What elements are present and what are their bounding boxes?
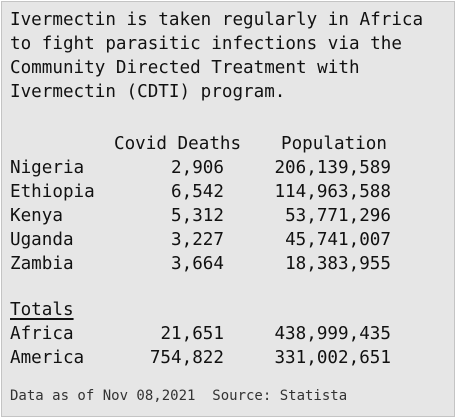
country-name: Ethiopia: [10, 182, 95, 202]
country-name: Uganda: [10, 230, 74, 250]
intro-line: Community Directed Treatment with: [10, 58, 360, 78]
region-name: America: [10, 348, 85, 368]
totals-row: Africa 21,651 438,999,435: [2, 322, 454, 346]
covid-deaths-value: 3,227: [171, 230, 224, 250]
table-row: Kenya 5,312 53,771,296: [2, 204, 454, 228]
covid-deaths-value: 3,664: [171, 254, 224, 274]
totals-row: America 754,822 331,002,651: [2, 346, 454, 370]
country-name: Kenya: [10, 206, 63, 226]
totals-header-row: Totals: [2, 298, 454, 322]
intro-line: to fight parasitic infections via the: [10, 34, 402, 54]
intro-text: Ivermectin is taken regularly in Africa t…: [10, 8, 450, 104]
country-name: Nigeria: [10, 158, 85, 178]
population-value: 114,963,588: [274, 182, 391, 202]
covid-deaths-value: 6,542: [171, 182, 224, 202]
population-value: 18,383,955: [285, 254, 391, 274]
population-value: 53,771,296: [285, 206, 391, 226]
covid-deaths-total: 754,822: [149, 348, 224, 368]
population-total: 331,002,651: [274, 348, 391, 368]
covid-deaths-value: 5,312: [171, 206, 224, 226]
table-header-row: Covid Deaths Population: [2, 132, 454, 156]
covid-deaths-value: 2,906: [171, 158, 224, 178]
intro-line: Ivermectin (CDTI) program.: [10, 82, 286, 102]
population-value: 45,741,007: [285, 230, 391, 250]
intro-line: Ivermectin is taken regularly in Africa: [10, 10, 424, 30]
population-total: 438,999,435: [274, 324, 391, 344]
table-row: Zambia 3,664 18,383,955: [2, 252, 454, 276]
covid-deaths-total: 21,651: [160, 324, 224, 344]
column-header-covid-deaths: Covid Deaths: [114, 134, 242, 154]
table-row: Nigeria 2,906 206,139,589: [2, 156, 454, 180]
totals-heading: Totals: [10, 300, 74, 320]
table-row: Uganda 3,227 45,741,007: [2, 228, 454, 252]
region-name: Africa: [10, 324, 74, 344]
population-value: 206,139,589: [274, 158, 391, 178]
source-footnote: Data as of Nov 08,2021 Source: Statista: [10, 388, 348, 404]
country-name: Zambia: [10, 254, 74, 274]
column-header-population: Population: [281, 134, 387, 154]
table-row: Ethiopia 6,542 114,963,588: [2, 180, 454, 204]
